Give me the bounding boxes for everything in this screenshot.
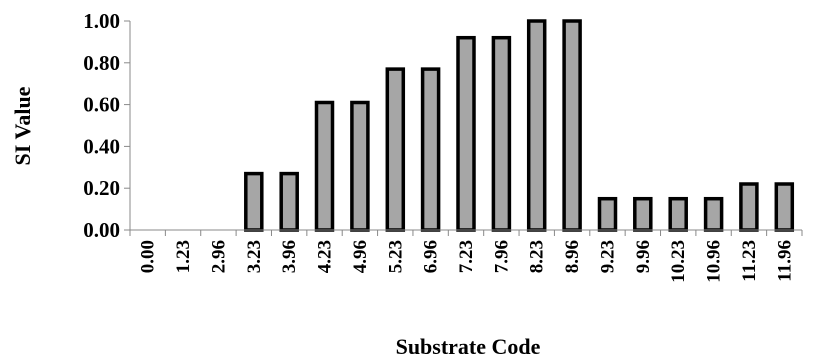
y-tick-label: 0.80 bbox=[83, 51, 120, 75]
x-tick-label: 0.00 bbox=[138, 240, 159, 273]
y-tick-labels: 0.00 0.20 0.40 0.60 0.80 1.00 bbox=[83, 9, 120, 242]
bar-4.23 bbox=[314, 100, 335, 232]
bar-4.96 bbox=[350, 100, 370, 232]
x-tick-label: 1.23 bbox=[173, 240, 194, 273]
x-tick-labels: 0.00 1.23 2.96 3.23 3.96 4.23 4.96 5.23 6.96 7.23… bbox=[138, 240, 796, 283]
x-tick-label: 10.96 bbox=[704, 240, 725, 283]
axes-group bbox=[124, 20, 803, 236]
x-tick-label: 11.96 bbox=[774, 240, 795, 282]
x-axis-title: Substrate Code bbox=[396, 334, 541, 359]
x-tick-label: 8.96 bbox=[562, 240, 583, 273]
bar-8.96 bbox=[562, 19, 582, 232]
bar-7.96 bbox=[491, 35, 512, 232]
y-tick-label: 0.20 bbox=[83, 176, 120, 200]
bar-7.23 bbox=[456, 35, 476, 232]
x-tick-label: 3.96 bbox=[279, 240, 300, 273]
y-axis-title: SI Value bbox=[10, 86, 35, 165]
x-tick-label: 4.23 bbox=[315, 240, 336, 273]
x-tick-label: 8.23 bbox=[527, 240, 548, 273]
bar-11.96 bbox=[774, 182, 795, 232]
bar-10.23 bbox=[668, 196, 688, 232]
x-tick-label: 7.23 bbox=[456, 240, 477, 273]
bar-10.96 bbox=[703, 196, 724, 232]
bar-9.96 bbox=[633, 196, 653, 232]
x-tick-label: 10.23 bbox=[668, 240, 689, 283]
bar-3.96 bbox=[279, 171, 299, 232]
bar-8.23 bbox=[526, 19, 547, 232]
bar-group bbox=[244, 19, 795, 232]
bar-11.23 bbox=[739, 182, 759, 232]
x-tick-label: 7.96 bbox=[491, 240, 512, 273]
x-tick-label: 2.96 bbox=[208, 240, 229, 273]
bar-9.23 bbox=[597, 196, 618, 232]
x-tick-label: 5.23 bbox=[385, 240, 406, 273]
x-tick-label: 6.96 bbox=[421, 240, 442, 273]
y-tick-label: 0.40 bbox=[83, 134, 120, 158]
bar-6.96 bbox=[420, 67, 441, 232]
x-tick-label: 4.96 bbox=[350, 240, 371, 273]
bar-5.23 bbox=[385, 67, 406, 232]
x-tick-label: 3.23 bbox=[244, 240, 265, 273]
x-tick-label: 9.23 bbox=[598, 240, 619, 273]
y-tick-label: 0.00 bbox=[83, 218, 120, 242]
y-tick-label: 1.00 bbox=[83, 9, 120, 33]
y-tick-label: 0.60 bbox=[83, 93, 120, 117]
x-tick-label: 11.23 bbox=[739, 240, 760, 282]
x-tick-label: 9.96 bbox=[633, 240, 654, 273]
bar-3.23 bbox=[244, 171, 264, 232]
